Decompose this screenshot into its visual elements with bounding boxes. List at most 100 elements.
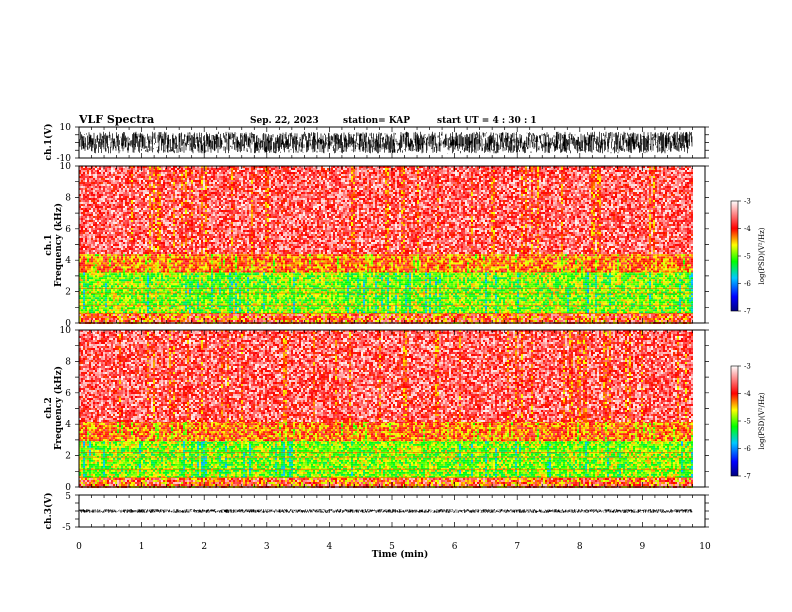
spectrogram-band-2: [389, 425, 665, 440]
spectrogram-band-1: [691, 467, 693, 470]
spectrogram-band-0: [193, 482, 195, 484]
spectrogram-band-2: [95, 421, 691, 440]
spectrogram-band-1: [101, 439, 619, 478]
spectrogram-band-3: [81, 166, 677, 252]
spectrogram-band-2: [87, 252, 673, 271]
spectrogram-band-2: [183, 439, 185, 442]
spectrogram-band-1: [495, 449, 497, 452]
spectrogram-band-0: [105, 318, 107, 320]
spectrogram-band-1: [171, 273, 625, 314]
spectrogram-band-0: [149, 314, 151, 316]
spectrogram-band-0: [171, 320, 173, 322]
spectrogram-band-2: [507, 266, 509, 269]
spectrogram-band-1: [83, 299, 85, 302]
spectrogram-band-2: [169, 270, 171, 273]
spectrogram-band-0: [135, 482, 137, 484]
spectrogram-band-1: [587, 299, 589, 302]
spectrogram-band-2: [177, 431, 179, 434]
spectrogram-band-0: [373, 482, 375, 484]
spectrogram-band-3: [119, 362, 121, 364]
spectrogram-band-0: [115, 320, 665, 324]
spectrogram-band-0: [119, 316, 207, 324]
spectrogram-band-2: [561, 258, 563, 261]
spectrogram-band-0: [155, 312, 647, 324]
spectrogram-band-2: [87, 260, 89, 263]
spectrogram-band-1: [123, 439, 619, 474]
spectrogram-band-1: [243, 469, 245, 472]
ch3-ytick-top: 5: [65, 492, 71, 502]
ch1-frequency-ylabel: ch.1Frequency (kHz): [44, 203, 64, 287]
spectrogram-band-3: [653, 222, 655, 224]
spectrogram-band-2: [123, 260, 125, 263]
spectrogram-band-0: [137, 314, 139, 316]
spectrogram-band-1: [197, 275, 199, 278]
ch1-ytick-top: 10: [60, 123, 72, 133]
spectrogram-band-1: [439, 293, 441, 296]
spectrogram-band-2: [109, 264, 111, 267]
spectrogram-band-2: [561, 260, 563, 263]
spectrogram-band-1: [567, 291, 569, 294]
spectrogram-band-2: [417, 258, 419, 261]
time-tick-7: 7: [514, 542, 520, 552]
spectrogram-band-0: [501, 478, 511, 486]
ch1-freq-ytick-0: 0: [65, 319, 71, 329]
spectrogram-band-0: [107, 312, 563, 322]
spectrogram-band-1: [471, 443, 473, 446]
spectrogram-band-0: [399, 478, 401, 480]
spectrogram-band-2: [423, 439, 425, 442]
spectrogram-band-0: [205, 316, 207, 318]
spectrogram-band-1: [291, 461, 293, 464]
spectrogram-band-3: [599, 198, 601, 200]
spectrogram-band-1: [201, 441, 203, 444]
spectrogram-band-1: [439, 303, 441, 306]
spectrogram-band-1: [83, 465, 85, 468]
spectrogram-band-1: [269, 463, 271, 466]
spectrogram-band-1: [139, 439, 651, 478]
spectrogram-band-0: [185, 478, 683, 488]
waveform-trace-path: [79, 131, 693, 154]
spectrogram-band-0: [259, 478, 261, 480]
spectrogram-band-0: [419, 480, 421, 482]
spectrogram-band-0: [403, 314, 405, 316]
spectrogram-band-1: [289, 453, 291, 456]
spectrogram-band-0: [683, 480, 685, 482]
spectrogram-band-2: [87, 254, 89, 257]
spectrogram-band-2: [209, 254, 689, 271]
spectrogram-band-0: [399, 314, 401, 316]
spectrogram-band-0: [499, 478, 501, 480]
spectrogram-band-0: [329, 478, 521, 482]
spectrogram-band-2: [171, 425, 173, 428]
spectrogram-band-2: [683, 258, 685, 273]
spectrogram-band-0: [163, 314, 165, 316]
spectrogram-band-1: [249, 443, 251, 446]
spectrogram-band-3: [101, 166, 649, 250]
spectrogram-band-0: [451, 480, 453, 482]
spectrogram-band-1: [281, 467, 283, 470]
spectrogram-band-0: [513, 482, 531, 484]
spectrogram-band-0: [623, 484, 625, 486]
spectrogram-band-1: [89, 449, 91, 452]
spectrogram-band-2: [371, 254, 373, 257]
spectrogram-band-2: [643, 260, 645, 263]
spectrogram-band-3: [531, 234, 533, 236]
spectrogram-band-1: [595, 285, 597, 288]
spectrogram-band-0: [163, 482, 165, 484]
spectrogram-band-2: [171, 427, 173, 430]
spectrogram-band-2: [447, 435, 449, 438]
spectrogram-band-1: [671, 459, 673, 462]
spectrogram-band-2: [341, 425, 343, 428]
spectrogram-band-2: [121, 437, 123, 440]
spectrogram-band-1: [211, 275, 213, 278]
spectrogram-band-0: [571, 480, 573, 482]
spectrogram-band-2: [123, 270, 125, 273]
spectrogram-band-1: [107, 441, 671, 478]
spectrogram-band-3: [79, 330, 689, 420]
station-label: station= KAP: [343, 116, 410, 126]
spectrogram-band-2: [437, 254, 673, 271]
ch3-ytick-bottom: -5: [62, 523, 71, 533]
spectrogram-band-2: [405, 421, 691, 442]
spectrogram-band-1: [585, 463, 587, 466]
spectrogram-band-2: [211, 270, 213, 273]
spectrogram-band-2: [413, 262, 415, 265]
spectrogram-band-2: [221, 431, 607, 440]
